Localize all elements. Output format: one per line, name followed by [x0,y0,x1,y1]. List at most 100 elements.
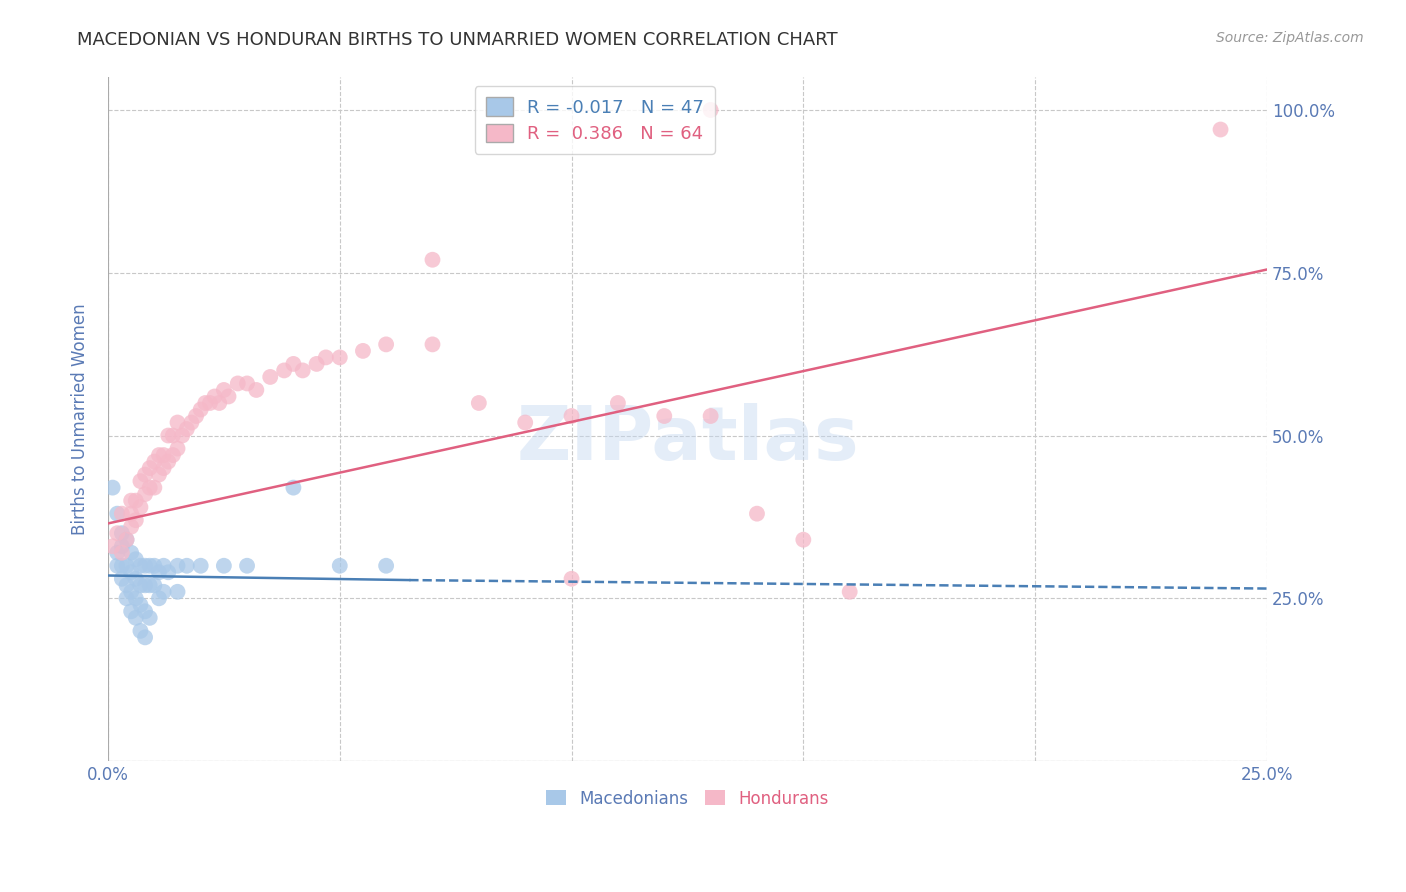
Point [194,396,217,410]
Point [152,461,174,475]
Point [259,370,281,384]
Point [125,493,148,508]
Point [273,363,295,377]
Point [352,343,374,358]
Point [115,591,138,606]
Point [125,513,148,527]
Point [148,467,170,482]
Point [105,507,128,521]
Point [166,416,188,430]
Point [111,558,134,573]
Point [111,539,134,553]
Point [236,558,259,573]
Y-axis label: Births to Unmarried Women: Births to Unmarried Women [72,303,89,535]
Point [606,396,628,410]
Point [329,351,352,365]
Point [152,584,174,599]
Point [157,454,180,468]
Point [162,428,184,442]
Point [166,442,188,456]
Point [422,337,444,351]
Point [652,409,675,423]
Point [105,526,128,541]
Point [157,566,180,580]
Text: MACEDONIAN VS HONDURAN BIRTHS TO UNMARRIED WOMEN CORRELATION CHART: MACEDONIAN VS HONDURAN BIRTHS TO UNMARRI… [77,31,838,49]
Point [143,481,166,495]
Legend: Macedonians, Hondurans: Macedonians, Hondurans [540,783,835,814]
Point [283,357,305,371]
Point [115,533,138,547]
Point [125,552,148,566]
Point [129,500,152,515]
Point [315,351,337,365]
Point [699,103,721,117]
Text: Source: ZipAtlas.com: Source: ZipAtlas.com [1216,31,1364,45]
Point [129,624,152,638]
Point [198,396,221,410]
Point [120,604,142,618]
Point [138,558,160,573]
Point [212,558,235,573]
Point [204,389,226,403]
Point [111,546,134,560]
Point [120,493,142,508]
Point [172,428,194,442]
Text: ZIPatlas: ZIPatlas [516,403,859,476]
Point [236,376,259,391]
Point [180,416,202,430]
Point [468,396,491,410]
Point [115,578,138,592]
Point [162,448,184,462]
Point [134,487,156,501]
Point [166,584,188,599]
Point [176,558,198,573]
Point [129,578,152,592]
Point [699,409,721,423]
Point [166,558,188,573]
Point [152,448,174,462]
Point [134,631,156,645]
Point [143,558,166,573]
Point [143,578,166,592]
Point [120,584,142,599]
Point [226,376,249,391]
Point [138,481,160,495]
Point [115,558,138,573]
Point [561,572,583,586]
Point [125,591,148,606]
Point [184,409,207,423]
Point [105,558,128,573]
Point [208,396,231,410]
Point [176,422,198,436]
Point [115,533,138,547]
Point [129,598,152,612]
Point [561,409,583,423]
Point [101,539,124,553]
Point [101,481,124,495]
Point [792,533,814,547]
Point [329,558,352,573]
Point [129,558,152,573]
Point [111,572,134,586]
Point [152,558,174,573]
Point [134,604,156,618]
Point [422,252,444,267]
Point [125,572,148,586]
Point [148,448,170,462]
Point [515,416,537,430]
Point [838,584,860,599]
Point [138,578,160,592]
Point [111,526,134,541]
Point [148,591,170,606]
Point [111,507,134,521]
Point [120,507,142,521]
Point [190,558,212,573]
Point [375,337,398,351]
Point [375,558,398,573]
Point [129,474,152,488]
Point [218,389,240,403]
Point [190,402,212,417]
Point [120,519,142,533]
Point [1209,122,1232,136]
Point [143,454,166,468]
